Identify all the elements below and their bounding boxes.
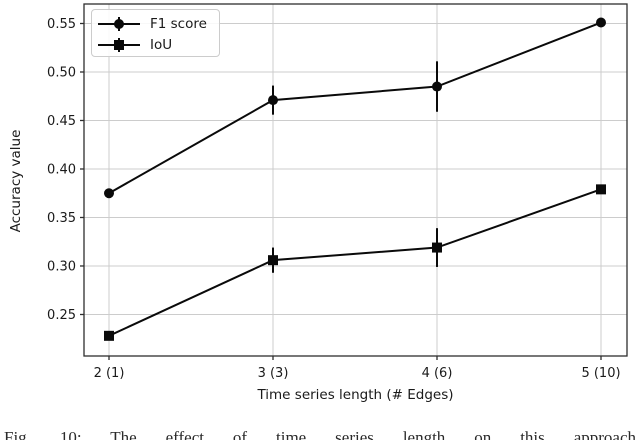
legend-entry-f1: F1 score: [96, 13, 219, 34]
y-tick-label: 0.50: [47, 65, 76, 80]
x-tick-label: 4 (6): [422, 366, 453, 381]
figure-caption: Fig. 10: The effect of time series lengt…: [4, 429, 636, 440]
x-axis-label: Time series length (# Edges): [257, 387, 454, 403]
data-point-square: [104, 330, 114, 341]
legend-label-f1: F1 score: [150, 15, 207, 32]
series-line-0: [108, 21, 602, 195]
y-tick-label: 0.45: [47, 114, 76, 129]
x-tick-label: 5 (10): [581, 366, 620, 381]
y-axis-label: Accuracy value: [8, 129, 24, 233]
legend-label-iou: IoU: [150, 36, 173, 53]
errorbar-circle-marker-icon: [98, 16, 140, 31]
y-tick-label: 0.25: [47, 308, 76, 323]
data-point-square: [432, 242, 442, 253]
y-tick-label: 0.40: [47, 162, 76, 177]
data-point-circle: [104, 188, 114, 199]
line-chart: 0.25 0.30 0.35 0.40 0.45 0.50 0.55 2 (1) 3 (3) 4 …: [47, 3, 628, 381]
x-tick-label: 3 (3): [258, 366, 289, 381]
y-tick-label: 0.30: [47, 259, 76, 274]
series-line-1: [108, 188, 602, 337]
data-point-circle: [596, 17, 606, 28]
y-tick-label: 0.35: [47, 211, 76, 226]
data-point-circle: [268, 95, 278, 106]
errorbar-square-marker-icon: [98, 37, 140, 52]
data-point-square: [268, 255, 278, 266]
legend: F1 score IoU: [91, 9, 220, 57]
x-tick-label: 2 (1): [94, 366, 125, 381]
axes-spines: [83, 3, 628, 357]
y-tick-label: 0.55: [47, 17, 76, 32]
legend-entry-iou: IoU: [96, 34, 219, 55]
data-point-square: [596, 184, 606, 195]
data-point-circle: [432, 81, 442, 92]
